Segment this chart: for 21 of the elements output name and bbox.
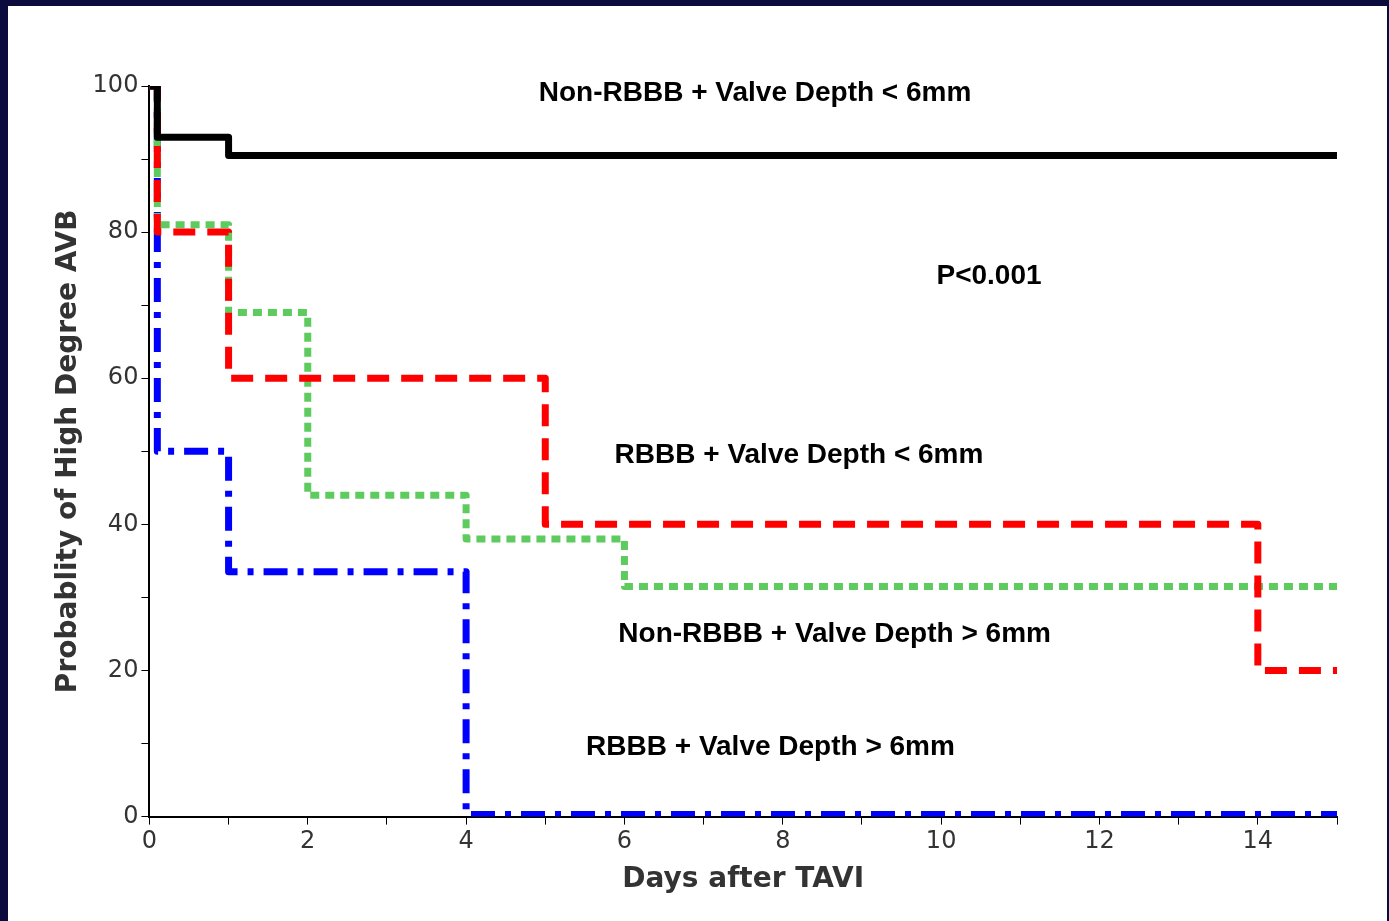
series-label: Non-RBBB + Valve Depth < 6mm bbox=[538, 76, 972, 108]
x-tick-label: 6 bbox=[616, 826, 633, 855]
y-tick-label: 60 bbox=[107, 362, 139, 391]
x-tick-label: 4 bbox=[458, 826, 474, 855]
annotation: P<0.001 bbox=[936, 258, 1042, 290]
series-label: Non-RBBB + Valve Depth > 6mm bbox=[618, 616, 1051, 648]
y-axis-title: Probablity of High Degree AVB bbox=[50, 209, 84, 694]
y-tick-label: 80 bbox=[107, 216, 139, 245]
series-label: RBBB + Valve Depth > 6mm bbox=[586, 729, 955, 761]
x-tick-label: 10 bbox=[925, 826, 957, 855]
y-tick-label: 0 bbox=[123, 800, 139, 829]
x-axis-title: Days after TAVI bbox=[622, 861, 865, 895]
y-tick-label: 20 bbox=[107, 654, 139, 683]
x-tick-label: 12 bbox=[1084, 826, 1115, 855]
x-tick-label: 2 bbox=[300, 826, 316, 855]
x-tick-label: 0 bbox=[141, 826, 158, 855]
y-tick-label: 100 bbox=[92, 70, 139, 99]
series-label: RBBB + Valve Depth < 6mm bbox=[614, 437, 984, 469]
y-tick-label: 40 bbox=[107, 508, 139, 537]
x-tick-label: 14 bbox=[1242, 826, 1274, 855]
x-tick-label: 8 bbox=[775, 826, 791, 855]
